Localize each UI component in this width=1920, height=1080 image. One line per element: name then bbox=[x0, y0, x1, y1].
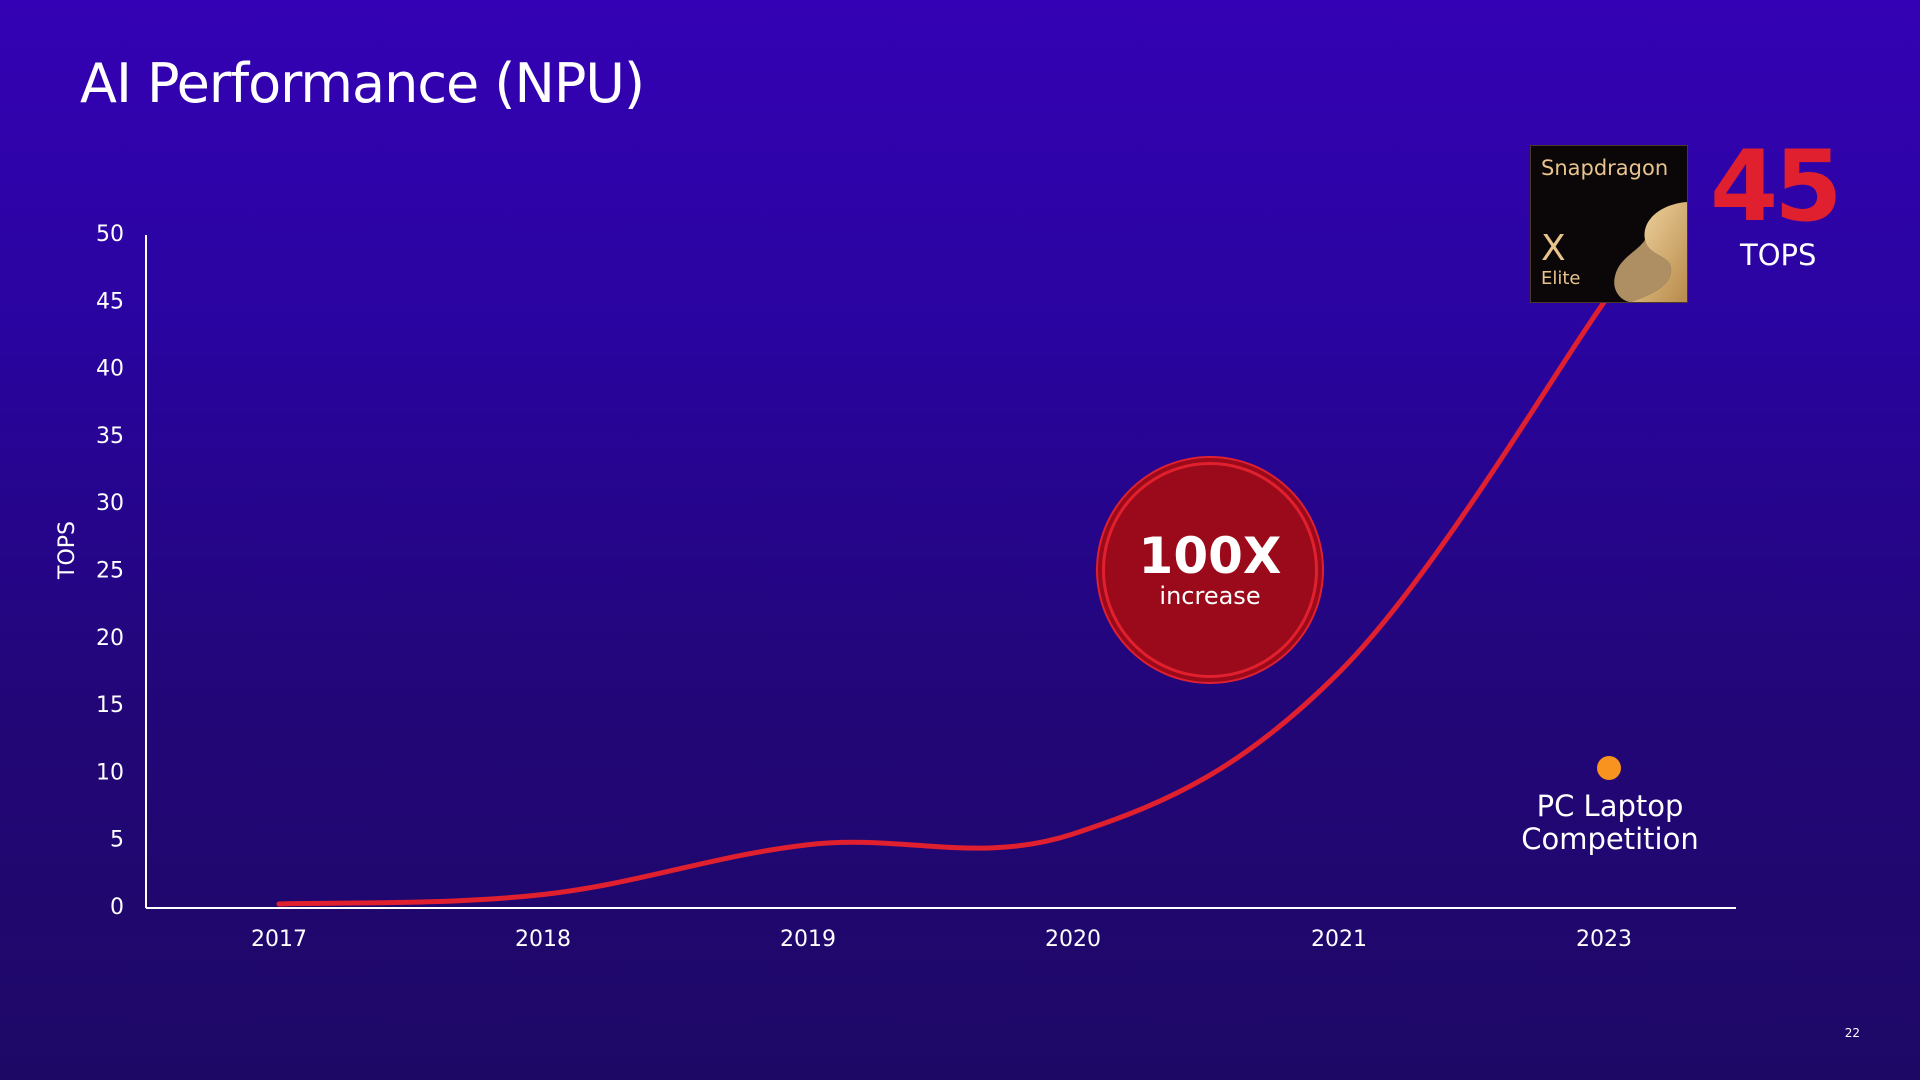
x-tick-label: 2020 bbox=[1045, 927, 1101, 952]
y-tick-label: 35 bbox=[96, 424, 124, 449]
callout-caption: increase bbox=[1159, 582, 1261, 610]
y-tick-label: 20 bbox=[96, 626, 124, 651]
npu-tops-line bbox=[276, 299, 1607, 907]
y-tick-label: 50 bbox=[96, 222, 124, 247]
y-tick-labels: 0 5 10 15 20 25 30 35 40 45 50 bbox=[96, 222, 124, 920]
y-tick-label: 40 bbox=[96, 357, 124, 382]
x-tick-label: 2018 bbox=[515, 927, 571, 952]
y-tick-label: 30 bbox=[96, 491, 124, 516]
snapdragon-flame-icon bbox=[1614, 202, 1687, 302]
x-tick-label: 2019 bbox=[780, 927, 836, 952]
highlight-value: 45 bbox=[1710, 130, 1842, 244]
highlight-unit: TOPS bbox=[1740, 238, 1817, 272]
page-title: AI Performance (NPU) bbox=[80, 52, 645, 115]
y-axis-label: TOPS bbox=[55, 521, 80, 580]
callout-value: 100X bbox=[1138, 527, 1282, 585]
y-tick-label: 10 bbox=[96, 760, 124, 785]
y-tick-label: 0 bbox=[110, 895, 124, 920]
y-tick-label: 15 bbox=[96, 693, 124, 718]
x-tick-label: 2017 bbox=[251, 927, 307, 952]
chart-axes bbox=[145, 235, 1736, 909]
snapdragon-x-elite-badge: Snapdragon X Elite bbox=[1530, 145, 1688, 303]
y-tick-label: 5 bbox=[110, 828, 124, 853]
x-tick-label: 2023 bbox=[1576, 927, 1632, 952]
badge-model-name: Elite bbox=[1541, 268, 1581, 289]
competition-label-line2: Competition bbox=[1521, 822, 1699, 856]
points-layer bbox=[1597, 756, 1621, 781]
competition-point bbox=[1597, 756, 1621, 781]
competition-label: PC Laptop Competition bbox=[1480, 790, 1740, 856]
x-tick-label: 2021 bbox=[1311, 927, 1367, 952]
y-tick-label: 25 bbox=[96, 559, 124, 584]
badge-model-x: X bbox=[1541, 228, 1566, 269]
competition-label-line1: PC Laptop bbox=[1536, 789, 1684, 823]
y-tick-label: 45 bbox=[96, 289, 124, 314]
badge-brand-text: Snapdragon bbox=[1541, 156, 1669, 180]
x-tick-labels: 2017 2018 2019 2020 2021 2023 bbox=[251, 927, 1632, 952]
increase-callout: 100X increase bbox=[1110, 470, 1310, 670]
page-number: 22 bbox=[1844, 1026, 1860, 1040]
series-layer bbox=[276, 299, 1607, 907]
